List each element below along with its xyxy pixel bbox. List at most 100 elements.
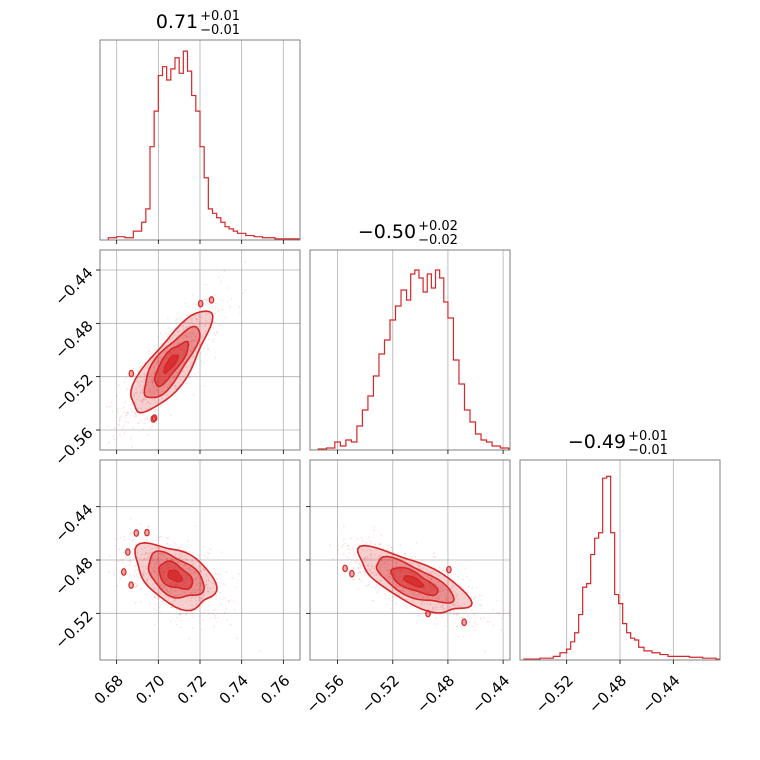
sample-point: [191, 587, 194, 590]
sample-point: [188, 566, 191, 569]
sample-point: [140, 588, 143, 591]
sample-point: [360, 537, 363, 539]
sample-point: [429, 571, 432, 574]
sample-point: [143, 378, 146, 381]
sample-point: [145, 402, 148, 405]
sample-point: [392, 582, 395, 585]
sample-point: [185, 358, 188, 360]
sample-point: [420, 602, 423, 605]
sample-point: [123, 424, 125, 427]
sample-point: [391, 560, 394, 563]
sample-point: [448, 606, 451, 609]
sample-point: [152, 378, 155, 381]
sample-point: [415, 541, 418, 544]
sample-point: [136, 584, 138, 586]
sample-point: [201, 597, 204, 600]
sample-point: [174, 387, 177, 390]
sample-point: [205, 344, 208, 347]
histogram-p11: [317, 269, 510, 450]
sample-point: [395, 596, 398, 598]
sample-point: [175, 594, 178, 597]
sample-point: [158, 547, 161, 550]
sample-point: [169, 620, 172, 623]
sample-point: [192, 616, 195, 619]
sample-point: [192, 571, 195, 574]
sample-point: [152, 392, 155, 395]
sample-point: [153, 596, 156, 599]
sample-point: [139, 390, 142, 393]
sample-point: [462, 635, 465, 638]
sample-point: [172, 375, 175, 378]
sample-point: [429, 579, 431, 582]
sample-point: [194, 571, 197, 573]
sample-point: [205, 584, 208, 586]
sample-point: [193, 339, 196, 341]
sample-point: [132, 404, 134, 406]
sample-point: [194, 592, 197, 595]
sample-point: [376, 557, 379, 560]
sample-point: [417, 615, 420, 617]
sample-point: [384, 566, 387, 569]
sample-point: [165, 557, 168, 560]
sample-point: [359, 564, 362, 567]
sample-point: [350, 537, 352, 540]
sample-point: [451, 587, 453, 589]
sample-point: [449, 610, 452, 613]
sample-point: [182, 328, 185, 331]
sample-point: [121, 559, 124, 562]
sample-point: [174, 598, 177, 601]
sample-point: [205, 300, 208, 302]
sample-point: [163, 350, 166, 352]
sample-point: [205, 583, 208, 586]
sample-point: [370, 586, 373, 589]
sample-point: [209, 617, 212, 620]
sample-point: [138, 421, 140, 424]
sample-point: [201, 628, 204, 631]
sample-point: [140, 553, 143, 556]
sample-point: [153, 344, 155, 347]
sample-point: [157, 536, 160, 539]
sample-point: [367, 564, 370, 567]
sample-point: [116, 407, 119, 410]
sample-point: [151, 560, 154, 563]
sample-point: [151, 547, 154, 550]
sample-point: [447, 580, 450, 583]
sample-point: [469, 578, 472, 581]
sample-point: [365, 558, 368, 561]
sample-point: [208, 590, 210, 593]
sample-point: [157, 561, 160, 564]
sample-point: [434, 603, 437, 606]
sample-point: [152, 570, 155, 573]
sample-point: [198, 588, 200, 591]
sample-point: [131, 548, 134, 551]
sample-point: [152, 381, 155, 384]
sample-point: [128, 533, 131, 536]
contour-level: [163, 354, 179, 375]
sample-point: [160, 558, 163, 561]
sample-point: [204, 319, 207, 322]
sample-point: [175, 623, 178, 626]
sample-point: [453, 606, 456, 609]
contour-island: [120, 568, 127, 576]
sample-point: [357, 562, 360, 565]
sample-point: [193, 588, 196, 591]
sample-point: [199, 585, 202, 587]
sample-point: [188, 322, 191, 325]
sample-point: [457, 613, 459, 616]
sample-point: [368, 568, 371, 571]
sample-point: [153, 398, 156, 400]
sample-point: [136, 392, 139, 395]
sample-point: [455, 613, 458, 616]
sample-point: [195, 589, 198, 592]
sample-point: [149, 427, 152, 430]
sample-point: [432, 607, 435, 609]
sample-point: [199, 585, 202, 588]
sample-point: [353, 560, 356, 563]
sample-point: [137, 381, 140, 384]
title-median: −0.50: [358, 221, 416, 243]
sample-point: [231, 577, 234, 579]
sample-point: [432, 555, 435, 558]
sample-point: [172, 375, 175, 378]
sample-point: [364, 556, 367, 559]
panel-p00: 0.71 +0.01−0.01: [99, 9, 301, 244]
